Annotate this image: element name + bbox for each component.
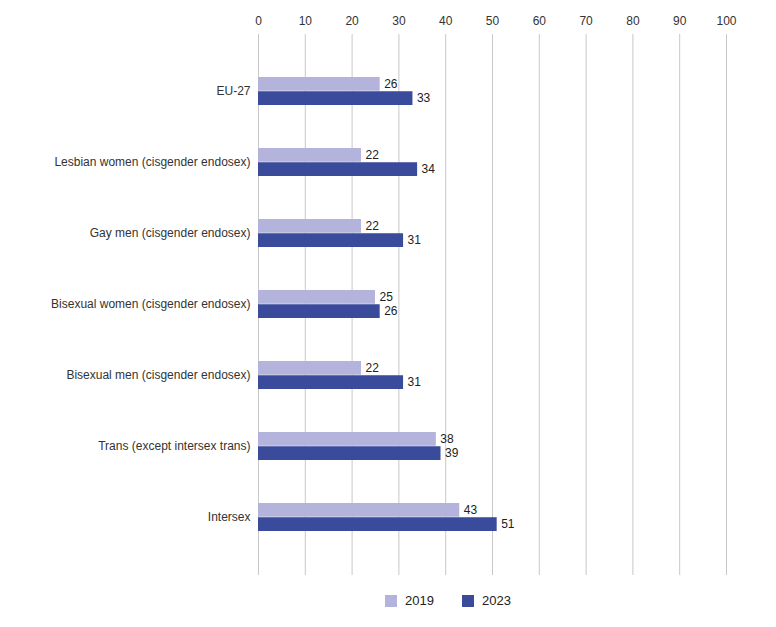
svg-text:25: 25: [380, 290, 394, 304]
html-text:2023: 2023: [482, 593, 511, 608]
svg-text:38: 38: [440, 432, 454, 446]
html-text:2019: 2019: [405, 593, 434, 608]
svg-text:31: 31: [408, 233, 422, 247]
svg-text:26: 26: [384, 304, 398, 318]
svg-text:80: 80: [626, 14, 640, 28]
svg-text:Trans (except intersex trans): Trans (except intersex trans): [98, 439, 250, 453]
svg-text:40: 40: [439, 14, 453, 28]
svg-text:Bisexual women (cisgender endo: Bisexual women (cisgender endosex): [51, 297, 250, 311]
svg-text:33: 33: [417, 91, 431, 105]
svg-text:70: 70: [579, 14, 593, 28]
svg-text:43: 43: [464, 503, 478, 517]
svg-text:22: 22: [365, 148, 379, 162]
svg-text:10: 10: [299, 14, 313, 28]
svg-text:39: 39: [445, 446, 459, 460]
svg-text:100: 100: [716, 14, 736, 28]
svg-text:22: 22: [365, 219, 379, 233]
svg-text:60: 60: [533, 14, 547, 28]
svg-text:Lesbian women (cisgender endos: Lesbian women (cisgender endosex): [54, 155, 250, 169]
svg-text:20: 20: [345, 14, 359, 28]
svg-text:50: 50: [486, 14, 500, 28]
svg-text:Gay men (cisgender endosex): Gay men (cisgender endosex): [90, 226, 251, 240]
svg-text:31: 31: [408, 375, 422, 389]
svg-text:51: 51: [501, 517, 515, 531]
svg-text:26: 26: [384, 77, 398, 91]
svg-text:0: 0: [255, 14, 262, 28]
svg-text:34: 34: [422, 162, 436, 176]
svg-text:Intersex: Intersex: [208, 510, 251, 524]
svg-text:30: 30: [392, 14, 406, 28]
svg-text:EU-27: EU-27: [216, 84, 250, 98]
svg-text:90: 90: [673, 14, 687, 28]
svg-text:22: 22: [365, 361, 379, 375]
svg-text:Bisexual men (cisgender endose: Bisexual men (cisgender endosex): [66, 368, 250, 382]
